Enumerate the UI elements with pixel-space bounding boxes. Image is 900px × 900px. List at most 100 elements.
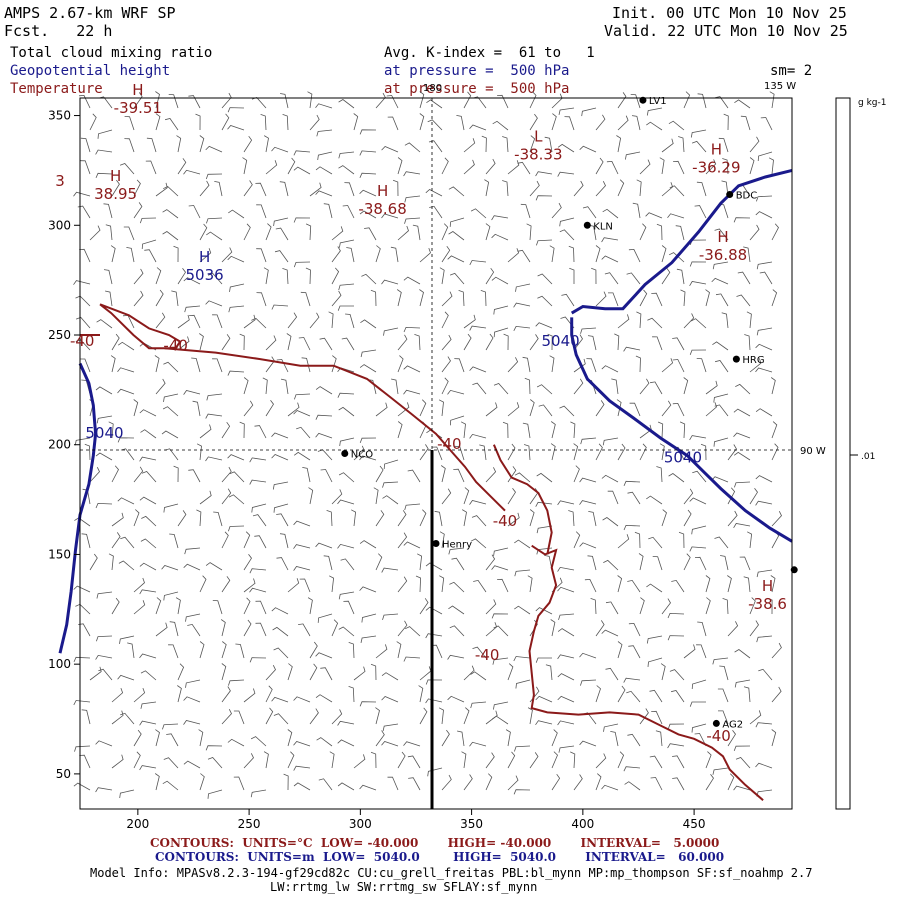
wind-barb (111, 532, 121, 549)
wind-barb (557, 171, 575, 177)
wind-barb (425, 189, 443, 197)
wind-barb (79, 358, 91, 373)
wind-barb (117, 388, 135, 395)
field-temperature: Temperature (10, 81, 103, 97)
wind-barb (463, 333, 472, 351)
wind-barb (515, 283, 531, 292)
wind-barb (595, 685, 601, 703)
wind-barb (661, 509, 667, 527)
wind-barb (760, 117, 773, 131)
wind-barb (733, 451, 751, 461)
wind-barb (652, 556, 663, 571)
wind-barb (337, 392, 355, 398)
wind-barb (712, 261, 729, 270)
wind-barb (229, 283, 245, 292)
wind-barb (293, 520, 311, 527)
wind-barb (155, 91, 160, 109)
wind-barb (690, 318, 707, 329)
wind-barb (176, 135, 182, 153)
wind-barb (383, 459, 399, 470)
wind-barb (431, 446, 443, 461)
wind-barb (595, 773, 602, 791)
wind-barb (733, 785, 751, 791)
wind-barb (110, 245, 116, 263)
wind-barb (390, 246, 399, 263)
wind-barb (359, 455, 377, 461)
wind-barb (438, 399, 444, 417)
extremum-symbol: H (110, 167, 121, 185)
wind-barb (743, 576, 751, 593)
wind-barb (293, 217, 311, 223)
wind-barb (396, 289, 402, 307)
wind-barb (315, 190, 333, 197)
station-label: AG2 (722, 719, 743, 730)
wind-barb (375, 465, 384, 483)
wind-barb (397, 421, 403, 439)
wind-barb (397, 620, 408, 637)
wind-barb (199, 223, 208, 241)
wind-barb (491, 276, 509, 285)
wind-barb (529, 113, 538, 131)
wind-barb (579, 500, 597, 505)
wind-barb (447, 695, 465, 703)
wind-barb (329, 751, 335, 769)
wind-barb (715, 360, 729, 373)
wind-barb (463, 159, 475, 175)
wind-barb (568, 510, 575, 527)
wind-barb (714, 96, 729, 109)
y-tick-label: 150 (48, 547, 71, 561)
wind-barb (514, 745, 531, 752)
temperature-contour (528, 544, 764, 801)
wind-barb (718, 137, 729, 153)
wind-barb (139, 409, 157, 417)
wind-barb (438, 707, 444, 725)
wind-barb (649, 689, 663, 703)
wind-barb (595, 291, 607, 307)
colorbar-unit: g kg-1 (858, 98, 886, 108)
wind-barb (183, 277, 201, 285)
wind-barb (243, 377, 249, 395)
wind-barb (373, 487, 379, 505)
wind-barb (233, 776, 245, 791)
extremum-symbol: L (534, 127, 543, 145)
model-info-2: LW:rrtmg_lw SW:rrtmg_sw SFLAY:sf_mynn (270, 880, 538, 894)
wind-barb (517, 249, 531, 263)
wind-barb (155, 182, 168, 197)
wind-barb (359, 172, 377, 178)
wind-barb (559, 405, 575, 417)
wind-barb (296, 426, 311, 439)
wind-barb (359, 784, 377, 791)
wind-barb (155, 622, 168, 637)
wind-barb (573, 465, 580, 483)
wind-barb (714, 404, 729, 417)
wind-barb (403, 741, 421, 747)
wind-barb (625, 151, 641, 160)
wind-barb (616, 135, 622, 153)
wind-barb (680, 289, 686, 307)
wind-barb (75, 295, 91, 307)
model-title: AMPS 2.67-km WRF SP (4, 4, 176, 22)
wind-barb (221, 709, 232, 725)
wind-barb (337, 543, 355, 549)
wind-barb (649, 755, 663, 769)
wind-barb (517, 161, 531, 175)
wind-barb (331, 619, 339, 637)
wind-barb (458, 290, 465, 307)
wind-barb (309, 708, 319, 725)
wind-barb (139, 765, 157, 771)
wind-barb (199, 490, 212, 505)
wind-barb (595, 114, 606, 131)
wind-barb (331, 489, 343, 505)
lon-label-135w: 135 W (764, 81, 796, 92)
wind-barb (375, 707, 380, 725)
wind-barb (205, 456, 223, 462)
y-tick-label: 350 (48, 109, 71, 123)
wind-barb (361, 273, 377, 285)
wind-barb (513, 656, 531, 662)
wind-barb (497, 578, 509, 593)
wind-barb (617, 641, 623, 659)
wind-barb (207, 757, 223, 769)
wind-barb (80, 137, 91, 153)
wind-barb (328, 311, 334, 329)
wind-barb (404, 142, 421, 153)
